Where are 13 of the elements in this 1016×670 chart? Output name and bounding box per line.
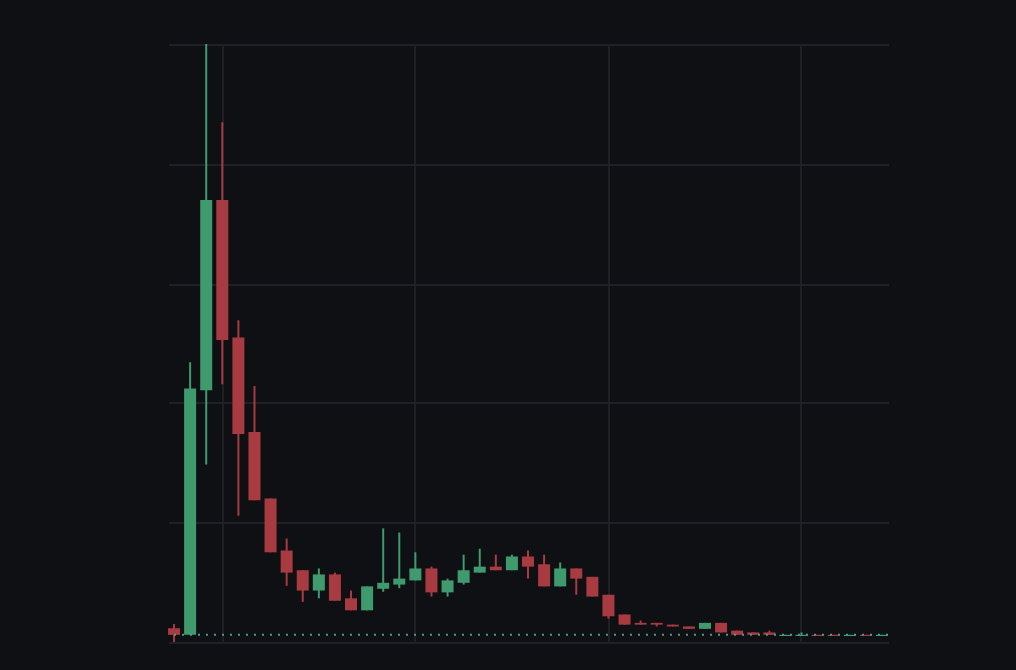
candlestick: [377, 527, 390, 593]
candlestick: [393, 531, 406, 590]
candlestick: [328, 571, 341, 602]
candlestick: [522, 549, 534, 580]
candlestick: [312, 567, 325, 600]
candlestick: [570, 567, 583, 596]
candlestick: [425, 565, 438, 598]
candlestick: [538, 553, 551, 588]
candlestick: [409, 551, 422, 582]
candlestick: [280, 537, 293, 587]
candlestick: [473, 547, 486, 574]
candlestick: [457, 553, 470, 586]
candlestick: [296, 569, 309, 603]
